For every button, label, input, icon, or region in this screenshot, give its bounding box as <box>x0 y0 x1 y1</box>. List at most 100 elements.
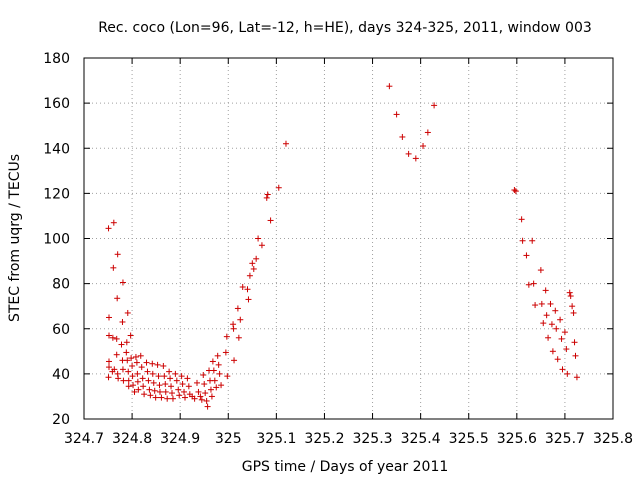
data-point <box>543 312 550 319</box>
data-point <box>158 394 165 401</box>
data-point <box>237 316 244 323</box>
y-axis-label: STEC from uqrg / TECUs <box>7 154 23 322</box>
data-points <box>105 83 580 410</box>
y-tick-label: 160 <box>43 96 70 112</box>
data-point <box>123 339 130 346</box>
data-point <box>245 296 252 303</box>
data-point <box>162 388 169 395</box>
data-point <box>191 395 198 402</box>
y-tick-label: 40 <box>52 367 70 383</box>
data-point <box>244 286 251 293</box>
data-point <box>111 366 118 373</box>
data-point <box>143 359 150 366</box>
x-tick-label: 325.1 <box>256 431 296 447</box>
data-point <box>203 397 210 404</box>
data-point <box>167 375 174 382</box>
data-point <box>125 368 132 375</box>
data-point <box>106 332 113 339</box>
data-point <box>134 378 141 385</box>
data-point <box>105 225 112 232</box>
x-tick-label: 325.8 <box>593 431 633 447</box>
data-point <box>218 382 225 389</box>
data-point <box>553 325 560 332</box>
data-point <box>118 341 125 348</box>
data-point <box>230 325 237 332</box>
data-point <box>264 191 271 198</box>
x-tick-label: 324.8 <box>112 431 152 447</box>
x-tick-label: 325.2 <box>304 431 344 447</box>
data-point <box>195 388 202 395</box>
plot-frame <box>83 57 614 420</box>
data-point <box>144 368 151 375</box>
data-point <box>130 382 137 389</box>
data-point <box>134 370 141 377</box>
data-point <box>137 352 144 359</box>
data-point <box>106 364 113 371</box>
data-point <box>164 395 171 402</box>
data-point <box>114 251 121 258</box>
data-point <box>399 133 406 140</box>
data-point <box>518 216 525 223</box>
data-point <box>181 388 188 395</box>
y-tick-label: 80 <box>52 277 70 293</box>
data-point <box>132 353 139 360</box>
data-point <box>115 375 122 382</box>
data-point <box>511 186 518 193</box>
data-point <box>563 346 570 353</box>
data-point <box>145 377 152 384</box>
data-point <box>147 392 154 399</box>
data-point <box>125 377 132 384</box>
data-point <box>160 362 167 369</box>
data-point <box>431 102 438 109</box>
data-point <box>548 321 555 328</box>
data-point <box>222 349 229 356</box>
data-point <box>573 374 580 381</box>
data-point <box>125 383 132 390</box>
data-point <box>540 320 547 327</box>
data-point <box>150 379 157 386</box>
data-point <box>194 379 201 386</box>
data-point <box>140 383 147 390</box>
data-point <box>185 383 192 390</box>
data-point <box>202 390 209 397</box>
data-point <box>512 188 519 195</box>
data-point <box>197 393 204 400</box>
data-point <box>530 280 537 287</box>
data-point <box>200 372 207 379</box>
data-point <box>249 260 256 267</box>
data-point <box>549 348 556 355</box>
data-point <box>172 370 179 377</box>
data-point <box>166 368 173 375</box>
data-point <box>552 307 559 314</box>
data-point <box>424 129 431 136</box>
data-point <box>169 395 176 402</box>
data-point <box>124 309 131 316</box>
x-tick-label: 325 <box>215 431 242 447</box>
x-axis-label: GPS time / Days of year 2011 <box>242 459 449 475</box>
data-point <box>211 377 218 384</box>
data-point <box>569 303 576 310</box>
data-point <box>141 391 148 398</box>
data-point <box>161 373 168 380</box>
data-point <box>570 309 577 316</box>
data-point <box>216 370 223 377</box>
data-point <box>129 373 136 380</box>
data-point <box>538 300 545 307</box>
chart-title: Rec. coco (Lon=96, Lat=-12, h=HE), days … <box>98 20 592 36</box>
data-point <box>223 333 230 340</box>
data-point <box>235 334 242 341</box>
data-point <box>558 335 565 342</box>
data-point <box>119 366 126 373</box>
data-point <box>532 302 539 309</box>
data-point <box>131 388 138 395</box>
x-tick-label: 325.5 <box>449 431 489 447</box>
data-point <box>198 396 205 403</box>
data-point <box>105 374 112 381</box>
data-point <box>253 255 260 262</box>
data-point <box>571 339 578 346</box>
data-point <box>545 334 552 341</box>
data-point <box>208 393 215 400</box>
data-point <box>181 394 188 401</box>
x-tick-label: 324.9 <box>160 431 200 447</box>
data-point <box>564 370 571 377</box>
